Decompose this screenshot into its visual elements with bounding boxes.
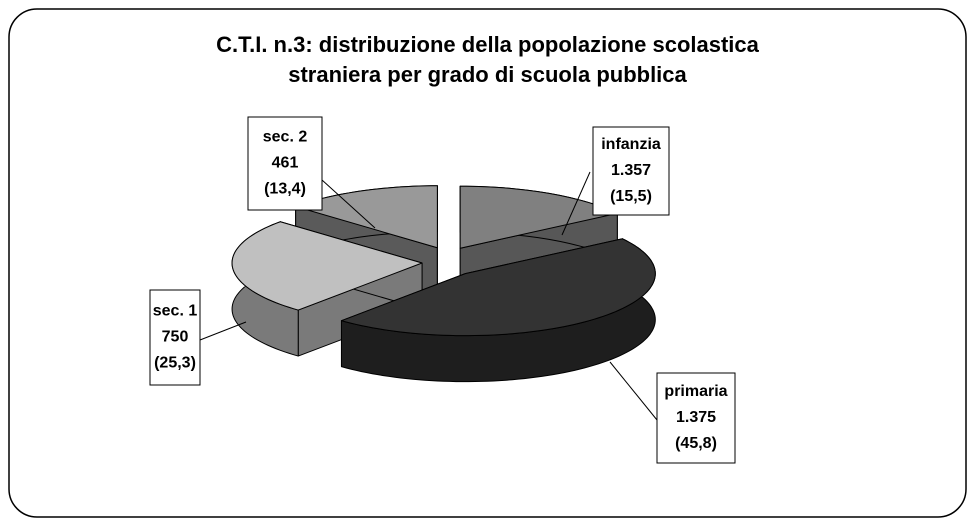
frame (8, 8, 967, 518)
value-label: (25,3) (154, 355, 196, 372)
leader-line (321, 179, 376, 229)
slice (231, 221, 423, 357)
value-label: (45,8) (675, 435, 717, 452)
category-label: primaria (664, 383, 727, 400)
category-label: sec. 1 (153, 303, 198, 320)
label-box (247, 116, 323, 211)
leader-line (561, 171, 591, 236)
slice (340, 238, 656, 383)
value-label: (13,4) (264, 181, 306, 198)
count-label: 461 (272, 155, 299, 172)
label-box (656, 372, 736, 464)
slice-top (231, 221, 423, 311)
count-label: 1.357 (611, 162, 651, 179)
value-label: (15,5) (610, 188, 652, 205)
leader-line (609, 361, 658, 421)
chart-title: C.T.I. n.3: distribuzione della popolazi… (216, 32, 759, 87)
category-label: infanzia (601, 136, 661, 153)
label-box (592, 126, 670, 216)
leader-line (199, 321, 247, 341)
label-box (149, 289, 201, 386)
category-label: sec. 2 (263, 129, 308, 146)
slice-top (340, 238, 656, 337)
count-label: 1.375 (676, 409, 716, 426)
count-label: 750 (162, 329, 189, 346)
